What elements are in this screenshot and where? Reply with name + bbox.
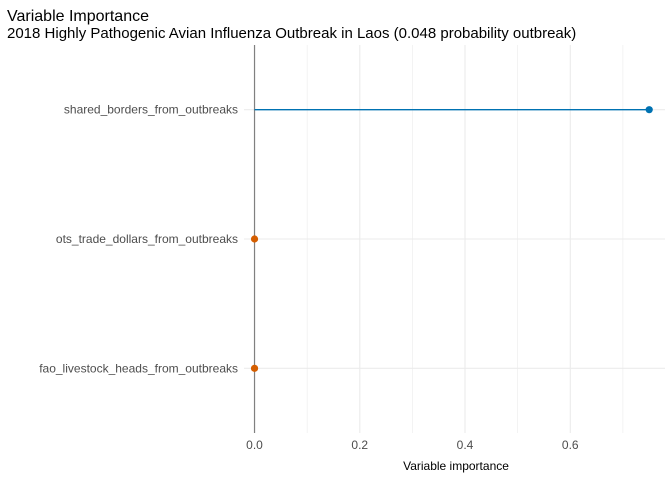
importance-point [645,106,653,114]
chart-title: Variable Importance [7,8,149,25]
y-tick-label: shared_borders_from_outbreaks [64,103,238,117]
x-tick-label: 0.2 [351,438,368,452]
x-axis-tick-labels: 0.0 0.2 0.4 0.6 [246,438,579,452]
grid-lines [244,45,665,433]
y-axis-labels: shared_borders_from_outbreaks ots_trade_d… [39,103,238,376]
x-tick-label: 0.6 [562,438,579,452]
importance-points [250,106,653,372]
x-tick-label: 0.4 [457,438,474,452]
importance-point [250,235,259,243]
y-tick-label: fao_livestock_heads_from_outbreaks [39,361,238,375]
x-tick-label: 0.0 [246,438,263,452]
chart-subtitle: 2018 Highly Pathogenic Avian Influenza O… [7,25,576,42]
x-axis-title: Variable importance [403,459,509,473]
y-tick-label: ots_trade_dollars_from_outbreaks [56,232,238,246]
importance-point [250,364,259,372]
